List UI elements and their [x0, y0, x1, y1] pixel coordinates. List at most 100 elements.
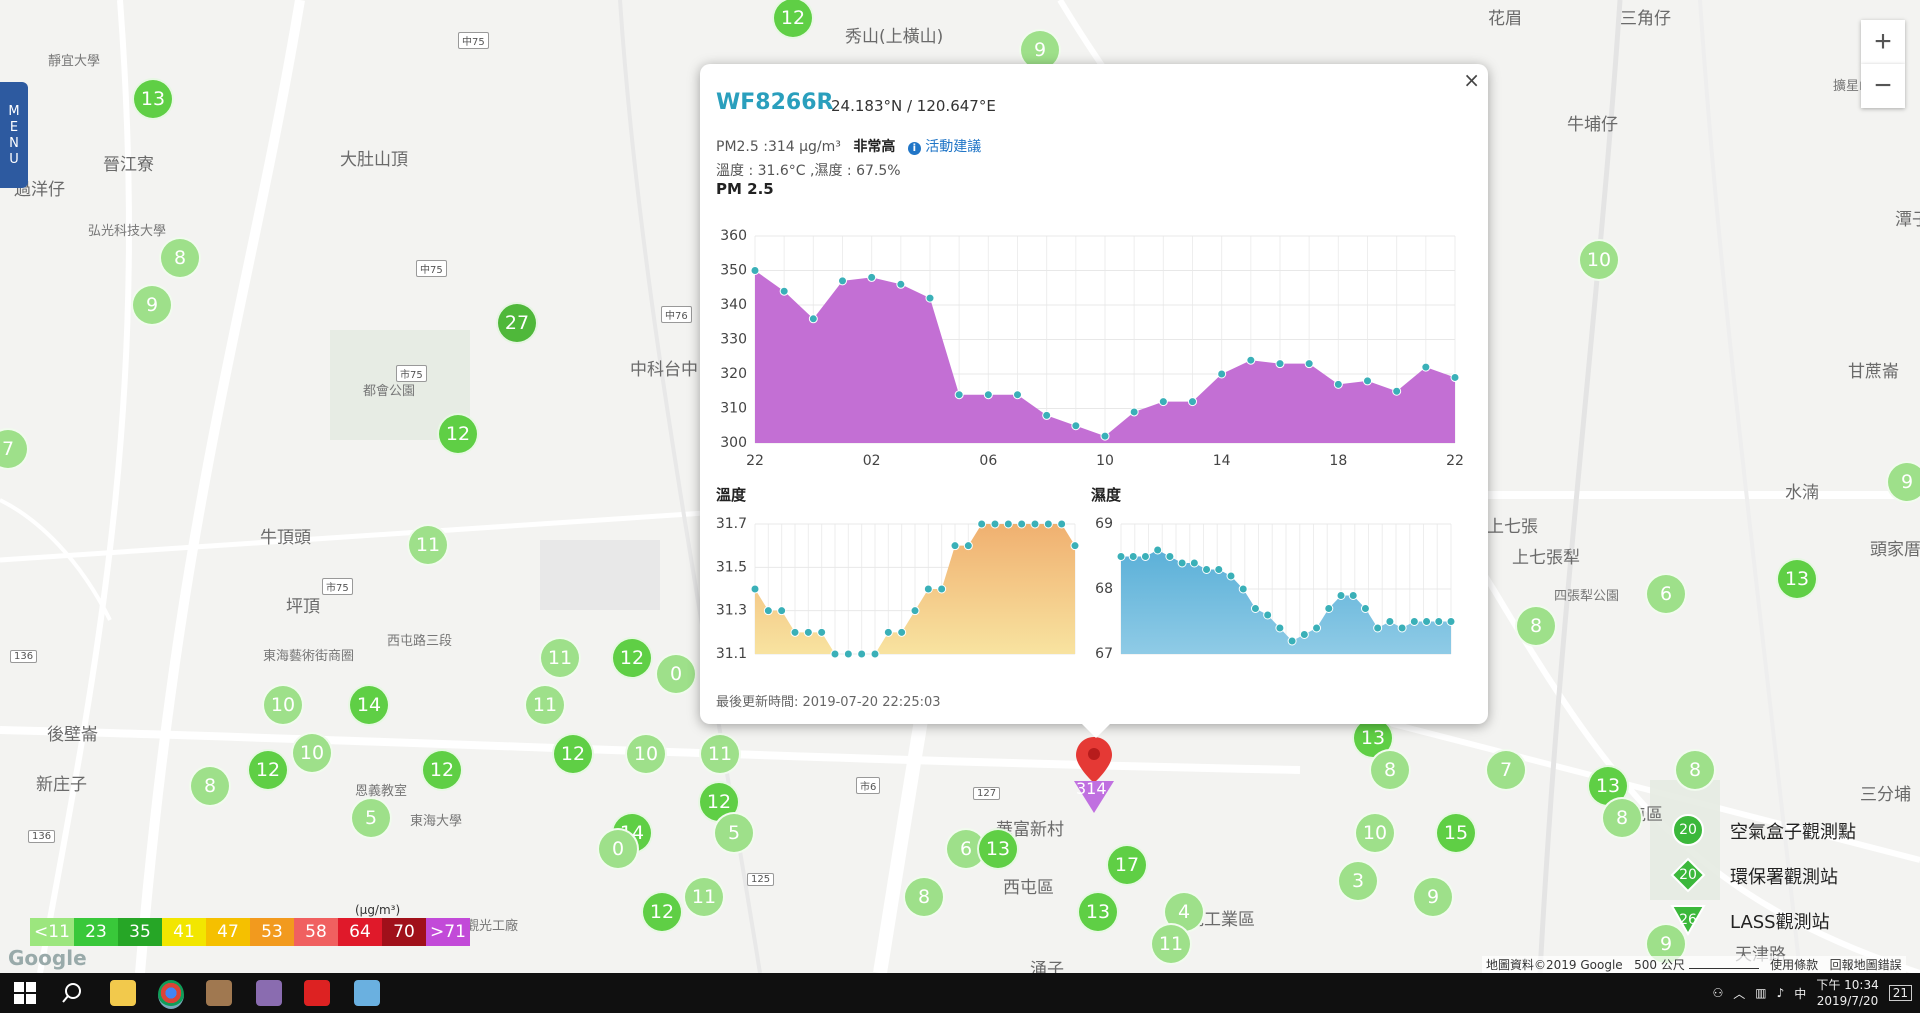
data-point[interactable] — [779, 286, 789, 296]
station-marker[interactable]: 11 — [1150, 923, 1192, 965]
data-point[interactable] — [1434, 617, 1444, 626]
data-point[interactable] — [923, 584, 933, 594]
data-point[interactable] — [1275, 623, 1285, 633]
data-point[interactable] — [1153, 545, 1163, 555]
data-point[interactable] — [1158, 397, 1168, 407]
station-marker[interactable]: 11 — [524, 684, 566, 726]
data-point[interactable] — [1363, 376, 1372, 386]
notification-icon[interactable]: 21 — [1888, 985, 1912, 1001]
station-marker[interactable]: 5 — [713, 812, 755, 854]
data-point[interactable] — [883, 627, 893, 637]
data-point[interactable] — [1263, 610, 1273, 620]
station-marker[interactable]: 8 — [903, 876, 945, 918]
data-point[interactable] — [1140, 552, 1150, 561]
data-point[interactable] — [1421, 362, 1431, 372]
close-icon[interactable]: × — [1463, 68, 1480, 92]
data-point[interactable] — [1177, 558, 1187, 568]
station-marker[interactable]: 0 — [655, 653, 697, 695]
station-marker[interactable]: 12 — [421, 749, 463, 791]
data-point[interactable] — [1246, 355, 1256, 365]
data-point[interactable] — [1385, 617, 1395, 626]
data-point[interactable] — [870, 649, 880, 659]
station-marker[interactable]: 8 — [1674, 749, 1716, 791]
data-point[interactable] — [1129, 407, 1139, 417]
file-explorer-icon[interactable] — [110, 980, 136, 1006]
station-marker[interactable]: 11 — [539, 637, 581, 679]
data-point[interactable] — [1017, 519, 1027, 529]
data-point[interactable] — [830, 649, 840, 659]
station-marker[interactable]: 15 — [1435, 812, 1477, 854]
station-marker[interactable]: 8 — [189, 765, 231, 807]
data-point[interactable] — [954, 390, 964, 400]
data-point[interactable] — [1226, 571, 1236, 581]
station-marker[interactable]: 11 — [699, 733, 741, 775]
data-point[interactable] — [817, 627, 827, 637]
data-point[interactable] — [1030, 519, 1040, 529]
station-marker[interactable]: 14 — [348, 684, 390, 726]
data-point[interactable] — [1299, 630, 1309, 639]
data-point[interactable] — [937, 584, 947, 594]
data-point[interactable] — [963, 541, 973, 551]
station-marker[interactable]: 13 — [1587, 765, 1629, 807]
data-point[interactable] — [1128, 552, 1138, 561]
station-marker[interactable]: 12 — [552, 733, 594, 775]
data-point[interactable] — [1250, 604, 1260, 613]
volume-icon[interactable]: ♪ — [1776, 986, 1785, 1000]
zoom-out-button[interactable]: − — [1861, 64, 1905, 108]
station-marker[interactable]: 13 — [977, 828, 1019, 870]
station-marker[interactable]: 10 — [625, 733, 667, 775]
station-marker[interactable]: 8 — [159, 237, 201, 279]
tray-chevron-icon[interactable]: ︿ — [1733, 986, 1746, 1001]
data-point[interactable] — [896, 279, 906, 289]
activity-advice-link[interactable]: i 活動建議 — [907, 139, 981, 155]
data-point[interactable] — [777, 606, 787, 616]
chrome-icon[interactable] — [158, 980, 184, 1009]
data-point[interactable] — [990, 519, 1000, 529]
data-point[interactable] — [1336, 591, 1346, 600]
station-marker[interactable]: 8 — [1515, 605, 1557, 647]
data-point[interactable] — [977, 519, 987, 529]
data-point[interactable] — [950, 541, 960, 551]
data-point[interactable] — [1446, 617, 1456, 626]
station-marker[interactable]: 8 — [1369, 749, 1411, 791]
windows-start-icon[interactable] — [12, 980, 38, 1006]
station-marker[interactable]: 12 — [247, 749, 289, 791]
station-marker[interactable]: 9 — [131, 284, 173, 326]
data-point[interactable] — [1188, 397, 1197, 407]
data-point[interactable] — [1392, 386, 1402, 396]
app-icon[interactable] — [256, 980, 282, 1006]
station-marker[interactable]: 8 — [1601, 797, 1643, 839]
station-marker[interactable]: 7 — [1485, 749, 1527, 791]
data-point[interactable] — [843, 649, 853, 659]
data-point[interactable] — [1409, 617, 1419, 626]
app-icon[interactable] — [206, 980, 232, 1006]
station-marker[interactable]: 5 — [350, 797, 392, 839]
data-point[interactable] — [867, 272, 877, 282]
data-point[interactable] — [808, 314, 818, 324]
data-point[interactable] — [838, 276, 847, 286]
data-point[interactable] — [1057, 519, 1067, 529]
data-point[interactable] — [1304, 359, 1314, 369]
station-marker[interactable]: 27 — [496, 302, 538, 344]
data-point[interactable] — [925, 293, 935, 303]
station-marker[interactable]: 0 — [597, 828, 639, 870]
data-point[interactable] — [1275, 359, 1285, 369]
network-icon[interactable]: ▥ — [1755, 986, 1767, 1000]
station-marker[interactable]: 17 — [1106, 844, 1148, 886]
data-point[interactable] — [1348, 591, 1358, 600]
clock[interactable]: 下午 10:34 2019/7/20 — [1816, 977, 1878, 1009]
data-point[interactable] — [1397, 623, 1407, 633]
station-marker[interactable]: 10 — [262, 684, 304, 726]
data-point[interactable] — [1422, 617, 1432, 626]
data-point[interactable] — [1003, 519, 1013, 529]
station-marker[interactable]: 11 — [407, 524, 449, 566]
station-marker[interactable]: 12 — [772, 0, 814, 39]
data-point[interactable] — [1042, 410, 1052, 420]
station-marker[interactable]: 6 — [1645, 573, 1687, 615]
data-point[interactable] — [1238, 584, 1248, 594]
station-marker[interactable]: 11 — [683, 876, 725, 918]
data-point[interactable] — [1043, 519, 1053, 529]
station-marker[interactable]: 10 — [291, 732, 333, 774]
data-point[interactable] — [1189, 558, 1199, 568]
station-marker[interactable]: 9 — [1412, 876, 1454, 918]
